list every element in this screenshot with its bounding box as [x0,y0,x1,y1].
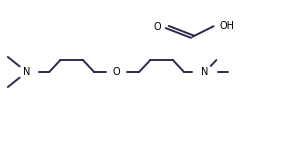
Text: O: O [113,67,121,77]
Text: N: N [23,67,30,77]
Text: N: N [201,67,209,77]
Text: O: O [153,22,161,32]
Text: OH: OH [220,21,235,31]
